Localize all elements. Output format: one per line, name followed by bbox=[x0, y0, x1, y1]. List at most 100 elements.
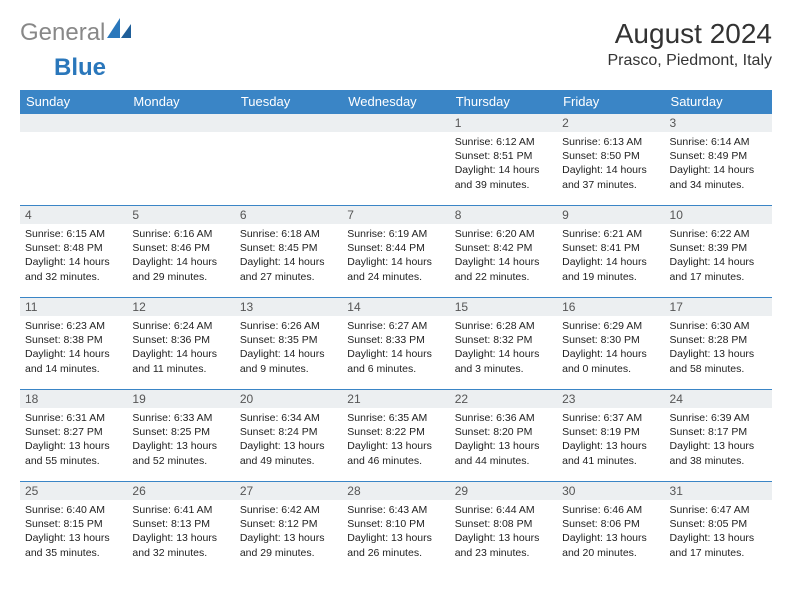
calendar-day-cell: 19Sunrise: 6:33 AMSunset: 8:25 PMDayligh… bbox=[127, 390, 234, 482]
sunset-line: Sunset: 8:44 PM bbox=[347, 242, 425, 254]
calendar-day-cell: 4Sunrise: 6:15 AMSunset: 8:48 PMDaylight… bbox=[20, 206, 127, 298]
day-details: Sunrise: 6:36 AM Sunset: 8:20 PM Daylight:… bbox=[450, 408, 557, 470]
sunrise-line: Sunrise: 6:13 AM bbox=[562, 136, 642, 148]
day-details: Sunrise: 6:27 AMSunset: 8:33 PMDaylight:… bbox=[342, 316, 449, 378]
day-number: 9 bbox=[557, 206, 664, 224]
column-header: Tuesday bbox=[235, 90, 342, 114]
sunset-line: Sunset: 8:20 PM bbox=[455, 426, 533, 438]
day-details: Sunrise: 6:41 AMSunset: 8:13 PMDaylight:… bbox=[127, 500, 234, 562]
daylight-line: Daylight: 14 hours and 6 minutes. bbox=[347, 348, 432, 374]
calendar-week-row: 18Sunrise: 6:31 AMSunset: 8:27 PMDayligh… bbox=[20, 390, 772, 482]
logo-sail-icon bbox=[107, 18, 133, 47]
daylight-line: Daylight: 14 hours and 32 minutes. bbox=[25, 256, 110, 282]
daylight-line: Daylight: 13 hours and 23 minutes. bbox=[455, 532, 540, 558]
daylight-line: Daylight: 13 hours and 49 minutes. bbox=[240, 440, 325, 466]
day-details: Sunrise: 6:46 AMSunset: 8:06 PMDaylight:… bbox=[557, 500, 664, 562]
sunset-line: Sunset: 8:17 PM bbox=[670, 426, 748, 438]
sunrise-line: Sunrise: 6:33 AM bbox=[132, 412, 212, 424]
sunrise-line: Sunrise: 6:29 AM bbox=[562, 320, 642, 332]
sunset-line: Sunset: 8:39 PM bbox=[670, 242, 748, 254]
logo: General bbox=[20, 18, 135, 47]
sunrise-line: Sunrise: 6:27 AM bbox=[347, 320, 427, 332]
day-details: Sunrise: 6:39 AMSunset: 8:17 PMDaylight:… bbox=[665, 408, 772, 470]
day-number: 28 bbox=[342, 482, 449, 500]
sunrise-line: Sunrise: 6:36 AM bbox=[455, 412, 535, 424]
calendar-day-cell: 5Sunrise: 6:16 AMSunset: 8:46 PMDaylight… bbox=[127, 206, 234, 298]
sunset-line: Sunset: 8:13 PM bbox=[132, 518, 210, 530]
calendar-page: General August 2024 Prasco, Piedmont, It… bbox=[0, 0, 792, 584]
sunrise-line: Sunrise: 6:16 AM bbox=[132, 228, 212, 240]
sunrise-line: Sunrise: 6:22 AM bbox=[670, 228, 750, 240]
day-number: 18 bbox=[20, 390, 127, 408]
sunrise-line: Sunrise: 6:34 AM bbox=[240, 412, 320, 424]
sunset-line: Sunset: 8:50 PM bbox=[562, 150, 640, 162]
logo-text-2: Blue bbox=[54, 54, 106, 82]
day-number: 2 bbox=[557, 114, 664, 132]
calendar-week-row: 1Sunrise: 6:12 AMSunset: 8:51 PMDaylight… bbox=[20, 114, 772, 206]
daylight-line: Daylight: 14 hours and 9 minutes. bbox=[240, 348, 325, 374]
calendar-day-cell: 11Sunrise: 6:23 AMSunset: 8:38 PMDayligh… bbox=[20, 298, 127, 390]
sunset-line: Sunset: 8:38 PM bbox=[25, 334, 103, 346]
day-number: 31 bbox=[665, 482, 772, 500]
daylight-line: Daylight: 14 hours and 39 minutes. bbox=[455, 164, 540, 190]
sunrise-line: Sunrise: 6:43 AM bbox=[347, 504, 427, 516]
sunrise-line: Sunrise: 6:19 AM bbox=[347, 228, 427, 240]
daylight-line: Daylight: 14 hours and 24 minutes. bbox=[347, 256, 432, 282]
sunset-line: Sunset: 8:12 PM bbox=[240, 518, 318, 530]
calendar-day-cell: 9Sunrise: 6:21 AMSunset: 8:41 PMDaylight… bbox=[557, 206, 664, 298]
sunset-line: Sunset: 8:32 PM bbox=[455, 334, 533, 346]
daylight-line: Daylight: 13 hours and 26 minutes. bbox=[347, 532, 432, 558]
day-number-empty bbox=[342, 114, 449, 132]
daylight-line: Daylight: 14 hours and 3 minutes. bbox=[455, 348, 540, 374]
day-number: 30 bbox=[557, 482, 664, 500]
calendar-day-cell: 21Sunrise: 6:35 AMSunset: 8:22 PMDayligh… bbox=[342, 390, 449, 482]
daylight-line: Daylight: 14 hours and 0 minutes. bbox=[562, 348, 647, 374]
daylight-line: Daylight: 14 hours and 11 minutes. bbox=[132, 348, 217, 374]
day-number: 19 bbox=[127, 390, 234, 408]
daylight-line: Daylight: 13 hours and 41 minutes. bbox=[562, 440, 647, 466]
sunrise-line: Sunrise: 6:23 AM bbox=[25, 320, 105, 332]
sunrise-line: Sunrise: 6:18 AM bbox=[240, 228, 320, 240]
day-number-empty bbox=[127, 114, 234, 132]
day-number: 11 bbox=[20, 298, 127, 316]
sunset-line: Sunset: 8:08 PM bbox=[455, 518, 533, 530]
daylight-line: Daylight: 13 hours and 44 minutes. bbox=[455, 440, 540, 466]
column-header: Thursday bbox=[450, 90, 557, 114]
sunset-line: Sunset: 8:19 PM bbox=[562, 426, 640, 438]
day-details: Sunrise: 6:37 AMSunset: 8:19 PMDaylight:… bbox=[557, 408, 664, 470]
day-details: Sunrise: 6:33 AMSunset: 8:25 PMDaylight:… bbox=[127, 408, 234, 470]
day-number: 12 bbox=[127, 298, 234, 316]
daylight-line: Daylight: 14 hours and 22 minutes. bbox=[455, 256, 540, 282]
day-details: Sunrise: 6:44 AMSunset: 8:08 PMDaylight:… bbox=[450, 500, 557, 562]
day-number: 24 bbox=[665, 390, 772, 408]
sunset-line: Sunset: 8:42 PM bbox=[455, 242, 533, 254]
calendar-day-cell: 27Sunrise: 6:42 AMSunset: 8:12 PMDayligh… bbox=[235, 482, 342, 574]
day-number: 5 bbox=[127, 206, 234, 224]
calendar-table: SundayMondayTuesdayWednesdayThursdayFrid… bbox=[20, 90, 772, 574]
daylight-line: Daylight: 13 hours and 55 minutes. bbox=[25, 440, 110, 466]
day-details: Sunrise: 6:13 AM Sunset: 8:50 PM Daylight:… bbox=[557, 132, 664, 194]
daylight-line: Daylight: 14 hours and 29 minutes. bbox=[132, 256, 217, 282]
month-title: August 2024 bbox=[607, 18, 772, 50]
calendar-day-cell: 22Sunrise: 6:36 AMSunset: 8:20 PMDayligh… bbox=[450, 390, 557, 482]
sunset-line: Sunset: 8:41 PM bbox=[562, 242, 640, 254]
calendar-day-cell: 25Sunrise: 6:40 AMSunset: 8:15 PMDayligh… bbox=[20, 482, 127, 574]
sunset-line: Sunset: 8:30 PM bbox=[562, 334, 640, 346]
day-number: 13 bbox=[235, 298, 342, 316]
day-number: 17 bbox=[665, 298, 772, 316]
column-header: Friday bbox=[557, 90, 664, 114]
daylight-line: Daylight: 14 hours and 37 minutes. bbox=[562, 164, 647, 190]
calendar-day-cell: 2 Sunrise: 6:13 AM Sunset: 8:50 PM Daylight… bbox=[557, 114, 664, 206]
calendar-day-cell: 1Sunrise: 6:12 AMSunset: 8:51 PMDaylight… bbox=[450, 114, 557, 206]
logo-text-1: General bbox=[20, 19, 105, 47]
sunset-line: Sunset: 8:36 PM bbox=[132, 334, 210, 346]
calendar-day-cell: 31Sunrise: 6:47 AMSunset: 8:05 PMDayligh… bbox=[665, 482, 772, 574]
sunrise-line: Sunrise: 6:26 AM bbox=[240, 320, 320, 332]
day-number: 23 bbox=[557, 390, 664, 408]
daylight-line: Daylight: 14 hours and 27 minutes. bbox=[240, 256, 325, 282]
sunrise-line: Sunrise: 6:46 AM bbox=[562, 504, 642, 516]
daylight-line: Daylight: 13 hours and 17 minutes. bbox=[670, 532, 755, 558]
calendar-day-cell: 24Sunrise: 6:39 AMSunset: 8:17 PMDayligh… bbox=[665, 390, 772, 482]
sunrise-line: Sunrise: 6:30 AM bbox=[670, 320, 750, 332]
sunset-line: Sunset: 8:35 PM bbox=[240, 334, 318, 346]
